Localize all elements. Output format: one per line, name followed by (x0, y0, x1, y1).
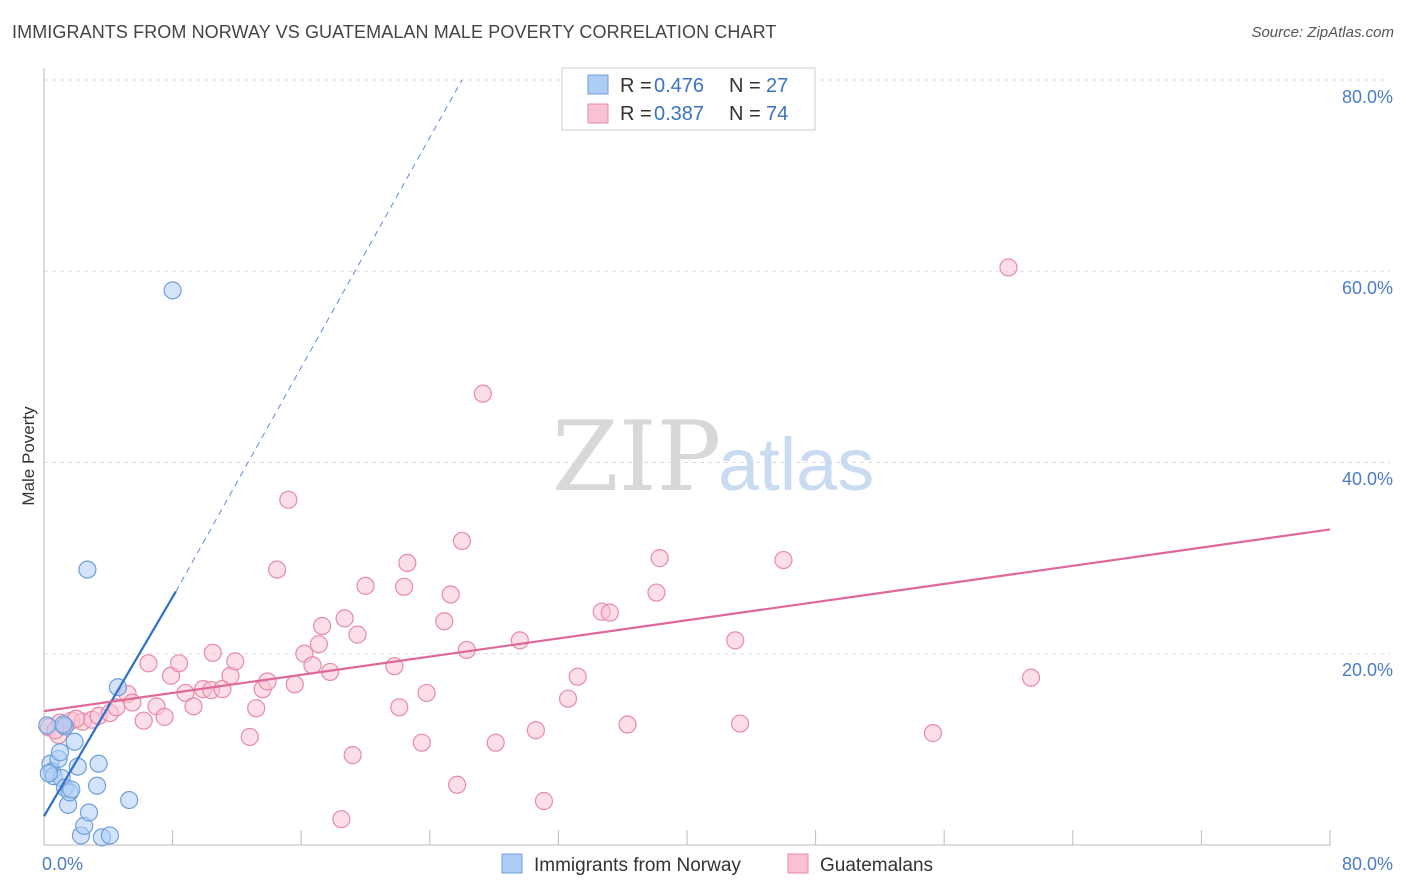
norway-point (38, 716, 57, 735)
guatemalans-point (285, 675, 304, 694)
guatemalans-point (394, 577, 414, 596)
guatemalans-point (726, 631, 745, 650)
y-tick-label-20: 20.0% (1342, 660, 1393, 680)
norway-point (163, 281, 182, 300)
guatemalans-point (435, 612, 454, 631)
guatemalans-point (226, 652, 245, 671)
guatemalans-point (417, 683, 436, 703)
guatemalans-point (730, 714, 750, 733)
guatemalans-point (247, 699, 266, 718)
legend-r-label-norway: R = (620, 75, 652, 97)
norway-point (79, 803, 99, 822)
guatemalans-point (534, 791, 554, 811)
guatemalans-point (618, 715, 637, 734)
norway-point (89, 754, 108, 773)
legend-r-label-guatemala: R = (620, 103, 652, 125)
guatemalans-point (134, 711, 153, 730)
bottom-legend-swatch-norway (501, 853, 523, 874)
y-tick-label-60: 60.0% (1342, 278, 1393, 298)
watermark-zip: ZIP (552, 401, 721, 513)
guatemalans-point (267, 560, 287, 579)
x-axis-ticks (43, 830, 1331, 845)
norway-point (87, 776, 107, 795)
norway-point (54, 715, 73, 734)
y-tick-label-80: 80.0% (1342, 87, 1393, 107)
guatemalans-point (774, 550, 793, 570)
norway-point (100, 826, 120, 845)
series-guatemalans (39, 258, 1041, 829)
guatemalans-point (1021, 668, 1041, 687)
guatemalans-point (398, 553, 417, 573)
guatemalans-point (155, 707, 174, 726)
y-axis-label: Male Poverty (19, 406, 38, 506)
source-label: Source: ZipAtlas.com (1251, 24, 1394, 41)
guatemalans-point (335, 609, 354, 628)
norway-point (65, 732, 84, 751)
guatemalans-point (343, 746, 362, 765)
guatemalans-point (312, 616, 332, 636)
guatemalans-point (526, 721, 545, 740)
guatemalans-point (240, 727, 259, 747)
gridlines (44, 79, 1390, 655)
norway-trend-line (43, 591, 177, 817)
guatemalans-point (568, 667, 587, 686)
guatemalans-point (309, 635, 328, 654)
legend-r-value-guatemala: 0.387 (654, 103, 704, 125)
guatemalans-point (123, 693, 142, 712)
guatemalans-point (558, 689, 578, 708)
guatemalans-point (412, 733, 431, 752)
guatemalans-trend-line (43, 528, 1331, 713)
norway-point (78, 560, 97, 579)
bottom-legend: Immigrants from Norway Guatemalans (501, 853, 933, 876)
guatemalans-point (356, 576, 375, 595)
guatemalans-point (390, 698, 409, 717)
guatemalans-point (923, 724, 943, 743)
y-tick-label-40: 40.0% (1342, 469, 1393, 489)
trend-lines (43, 79, 1331, 817)
legend-n-value-norway: 27 (766, 75, 788, 97)
norway-trend-extension (175, 79, 463, 592)
norway-point (62, 780, 81, 799)
guatemalans-point (348, 625, 367, 644)
norway-point (39, 764, 58, 783)
guatemalans-point (473, 384, 492, 403)
legend-n-label-guatemala: N = (729, 103, 761, 125)
norway-point (120, 790, 139, 810)
x-tick-label-0: 0.0% (42, 854, 83, 874)
chart-title: IMMIGRANTS FROM NORWAY VS GUATEMALAN MAL… (12, 22, 777, 42)
legend-n-label-norway: N = (729, 75, 761, 97)
legend-r-value-norway: 0.476 (654, 75, 704, 97)
guatemalans-point (169, 654, 189, 673)
guatemalans-point (999, 258, 1018, 277)
guatemalans-point (139, 654, 158, 673)
guatemalans-point (510, 631, 529, 650)
correlation-legend: R = 0.476 N = 27 R = 0.387 N = 74 (561, 67, 816, 131)
guatemalans-point (448, 775, 467, 794)
guatemalans-point (486, 733, 505, 752)
guatemalans-point (203, 643, 222, 662)
guatemalans-point (650, 549, 669, 568)
bottom-legend-swatch-guatemala (787, 853, 809, 874)
guatemalans-point (600, 603, 619, 622)
guatemalans-point (647, 583, 666, 602)
guatemalans-point (441, 585, 460, 604)
norway-point (50, 743, 70, 762)
guatemalans-point (279, 490, 298, 509)
guatemalans-point (332, 810, 351, 829)
x-tick-label-80: 80.0% (1342, 854, 1393, 874)
legend-swatch-guatemala (587, 103, 609, 124)
guatemalans-point (184, 697, 203, 716)
bottom-legend-label-guatemala: Guatemalans (820, 855, 933, 876)
watermark-atlas: atlas (718, 423, 874, 506)
series-norway (38, 281, 182, 847)
legend-n-value-guatemala: 74 (766, 103, 788, 125)
guatemalans-point (303, 656, 322, 675)
legend-swatch-norway (587, 74, 609, 95)
guatemalans-point (452, 531, 472, 551)
bottom-legend-label-norway: Immigrants from Norway (534, 855, 741, 876)
